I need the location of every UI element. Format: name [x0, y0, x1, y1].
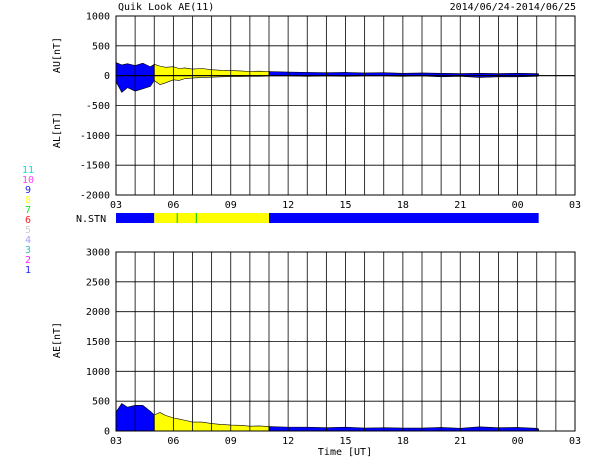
y-tick-label: 500 — [92, 41, 110, 52]
station-count-label: 7 — [25, 205, 31, 216]
y-axis-label-ae: AE[nT] — [52, 322, 63, 358]
x-tick-label: 21 — [454, 200, 466, 211]
y-tick-label: 3000 — [86, 248, 110, 259]
plot-frame — [115, 251, 576, 432]
chart-title: Quik Look AE(11) — [118, 2, 214, 13]
x-tick-label: 12 — [282, 436, 294, 447]
nstn-bar — [116, 213, 539, 223]
x-tick-label: 15 — [339, 436, 351, 447]
y-tick-label: 0 — [104, 71, 110, 82]
ae-fill-segment-1 — [153, 412, 270, 432]
x-tick-label: 00 — [512, 200, 524, 211]
x-tick-label: 06 — [167, 200, 179, 211]
x-tick-label: 03 — [569, 200, 581, 211]
station-count-label: 3 — [25, 245, 31, 256]
y-tick-label: -500 — [86, 101, 110, 112]
x-tick-label: 15 — [339, 200, 351, 211]
station-count-label: 6 — [25, 215, 31, 226]
station-count-label: 5 — [25, 225, 31, 236]
station-count-label: 8 — [25, 195, 31, 206]
nstn-segment-0 — [116, 213, 155, 223]
station-count-label: 2 — [25, 255, 31, 266]
station-count-label: 1 — [25, 265, 31, 276]
y-tick-label: 0 — [104, 427, 110, 438]
x-tick-label: 03 — [110, 436, 122, 447]
y-tick-label: -1500 — [80, 161, 110, 172]
y-tick-label: 2000 — [86, 307, 110, 318]
plot-frame — [115, 15, 576, 196]
x-tick-label: 18 — [397, 200, 409, 211]
x-tick-label: 12 — [282, 200, 294, 211]
station-count-label: 10 — [22, 175, 34, 186]
x-tick-label: 09 — [225, 436, 237, 447]
station-count-label: 9 — [25, 185, 31, 196]
nstn-segment-2 — [269, 213, 539, 223]
x-tick-label: 06 — [167, 436, 179, 447]
y-axis-label-al: AL[nT] — [52, 112, 63, 148]
x-tick-label: 03 — [569, 436, 581, 447]
y-tick-label: 1000 — [86, 12, 110, 23]
x-axis-label: Time [UT] — [318, 447, 372, 458]
station-count-label: 4 — [25, 235, 31, 246]
x-tick-label: 00 — [512, 436, 524, 447]
nstn-label: N.STN — [76, 214, 106, 225]
x-tick-label: 09 — [225, 200, 237, 211]
y-tick-label: 1500 — [86, 337, 110, 348]
y-tick-label: 500 — [92, 397, 110, 408]
y-tick-label: -2000 — [80, 191, 110, 202]
x-tick-label: 21 — [454, 436, 466, 447]
nstn-segment-1 — [154, 213, 269, 223]
y-axis-label-au: AU[nT] — [52, 37, 63, 73]
station-count-label: 11 — [22, 165, 34, 176]
y-tick-label: 1000 — [86, 367, 110, 378]
x-tick-label: 18 — [397, 436, 409, 447]
date-range: 2014/06/24-2014/06/25 — [450, 2, 576, 13]
y-tick-label: -1000 — [80, 131, 110, 142]
x-tick-label: 03 — [110, 200, 122, 211]
y-tick-label: 2500 — [86, 277, 110, 288]
